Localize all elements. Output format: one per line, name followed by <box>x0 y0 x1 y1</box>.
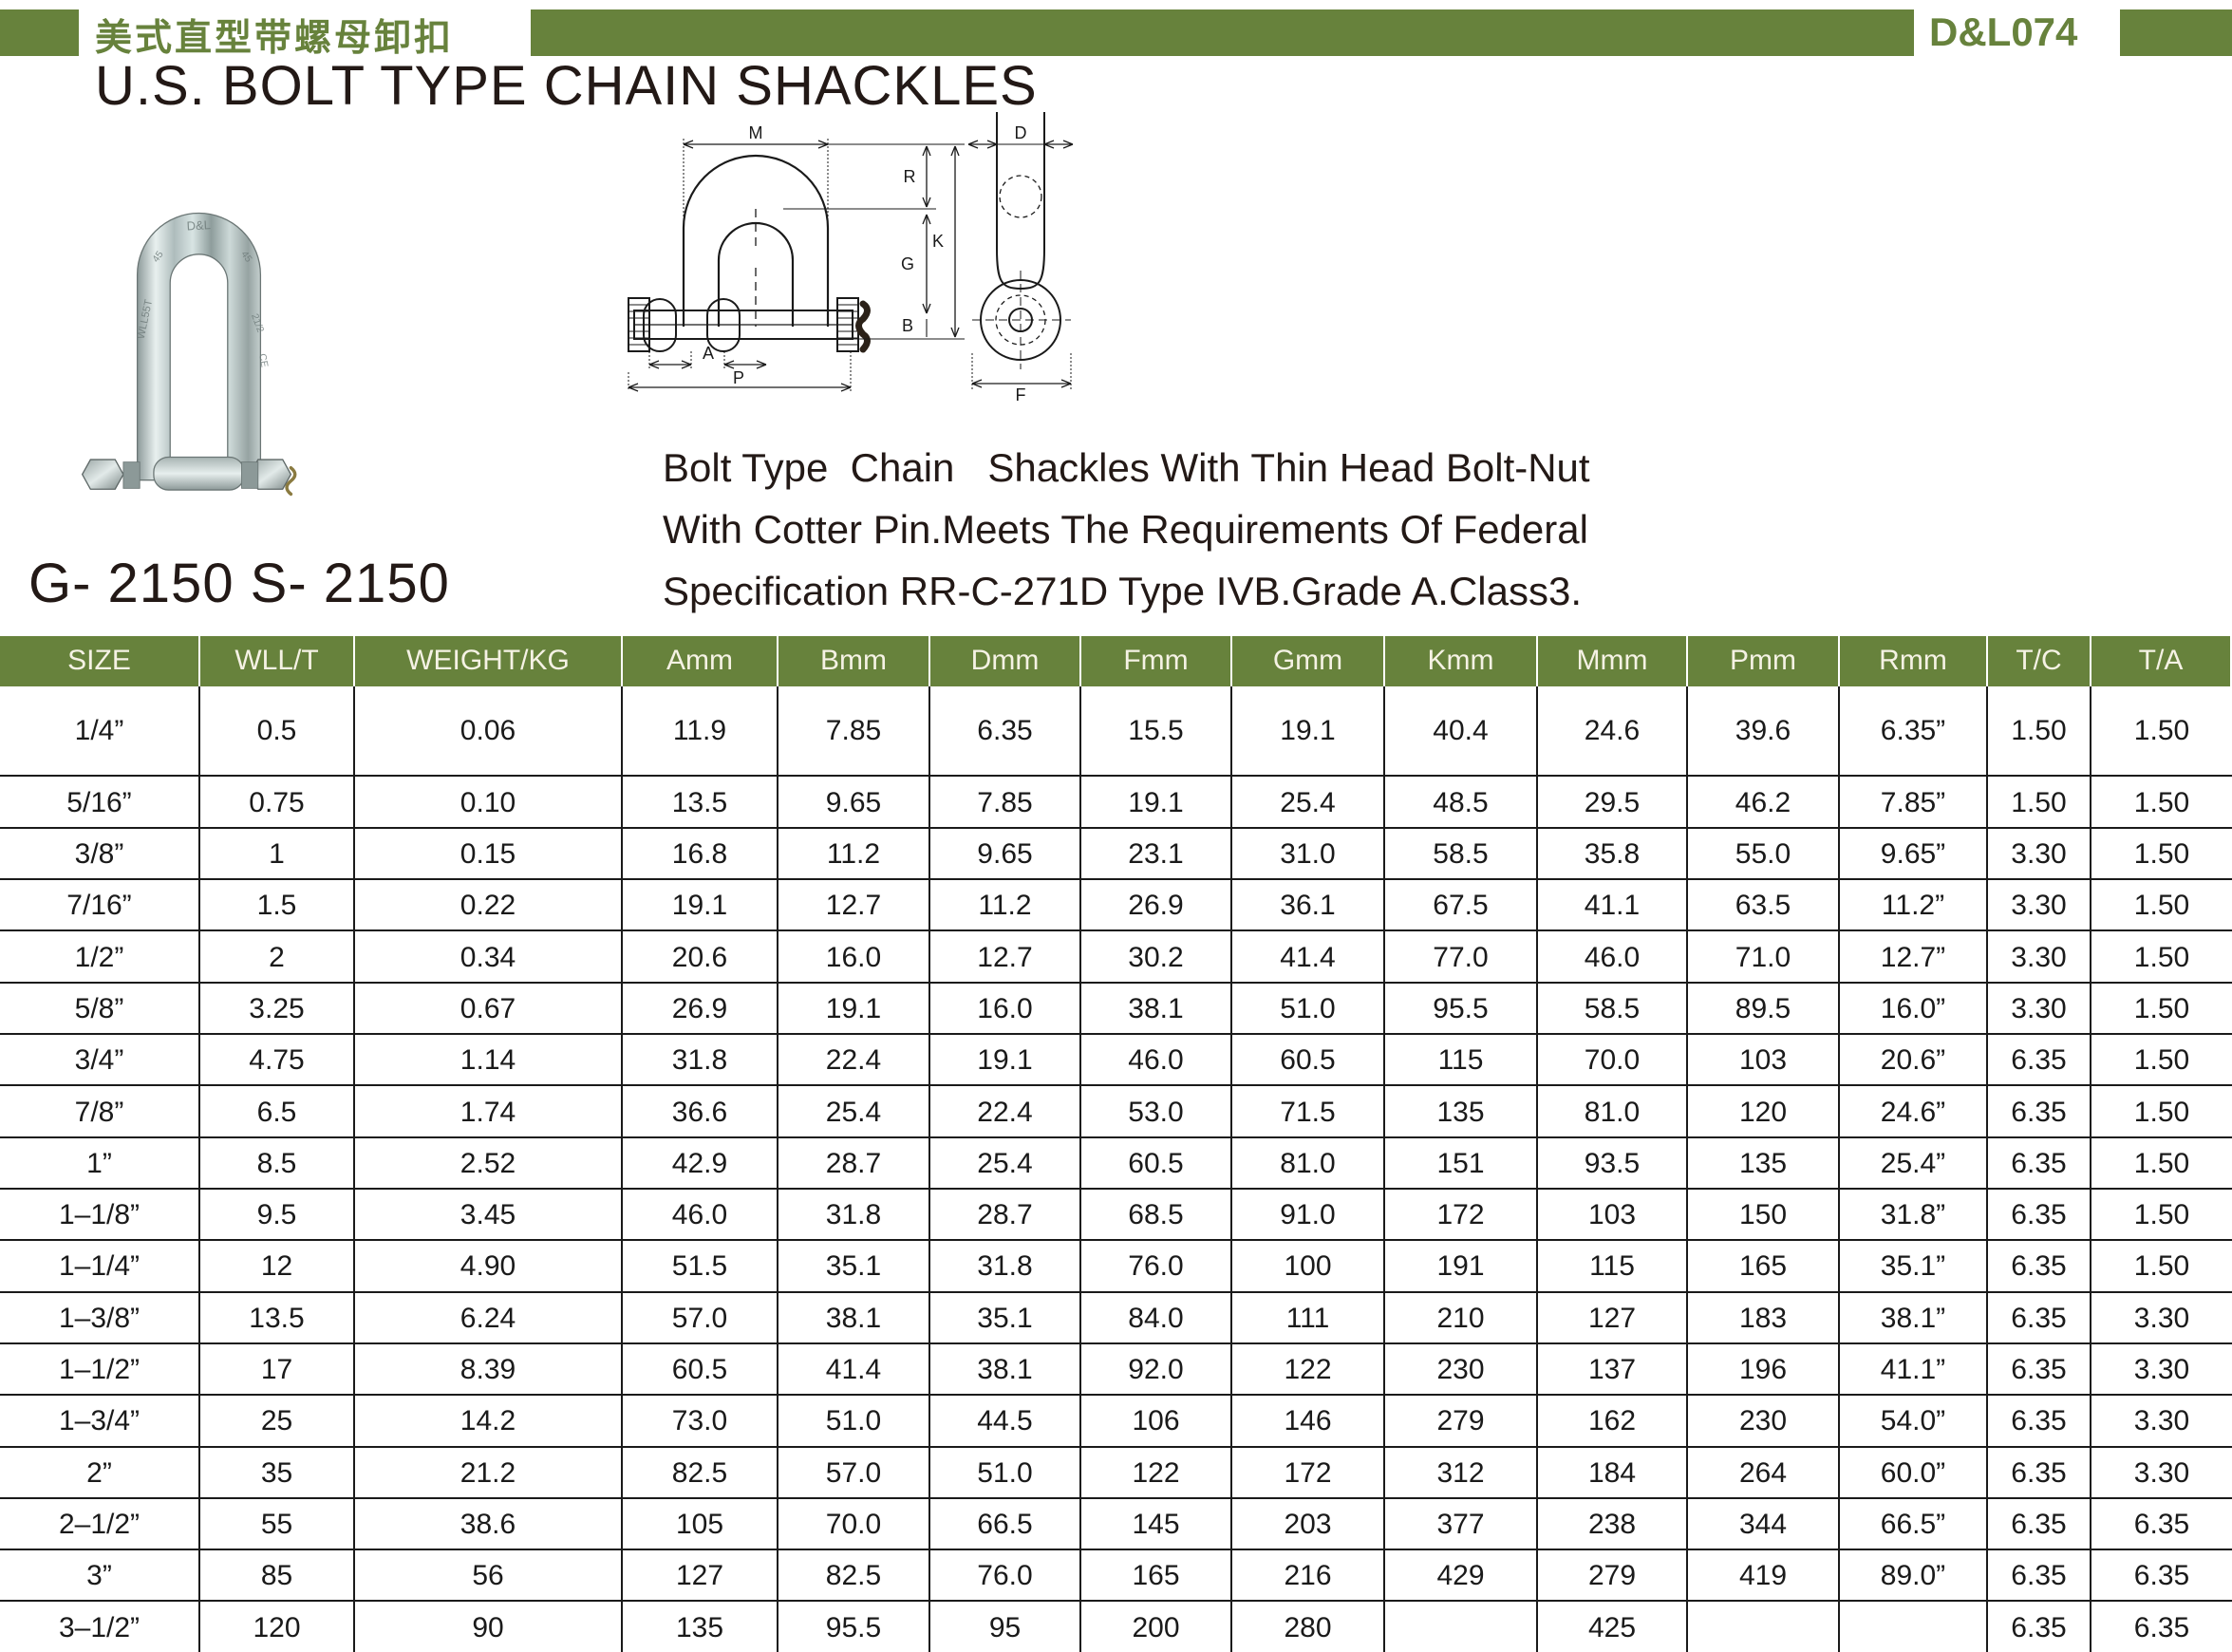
svg-text:D&L: D&L <box>186 217 211 233</box>
svg-text:M: M <box>749 123 763 142</box>
svg-text:A: A <box>703 344 714 363</box>
svg-text:G: G <box>901 254 914 273</box>
svg-text:P: P <box>733 368 744 387</box>
svg-text:B: B <box>902 316 913 335</box>
svg-text:F: F <box>1016 385 1026 404</box>
svg-text:D: D <box>1015 123 1027 142</box>
svg-text:K: K <box>932 232 944 251</box>
svg-text:R: R <box>904 167 916 186</box>
